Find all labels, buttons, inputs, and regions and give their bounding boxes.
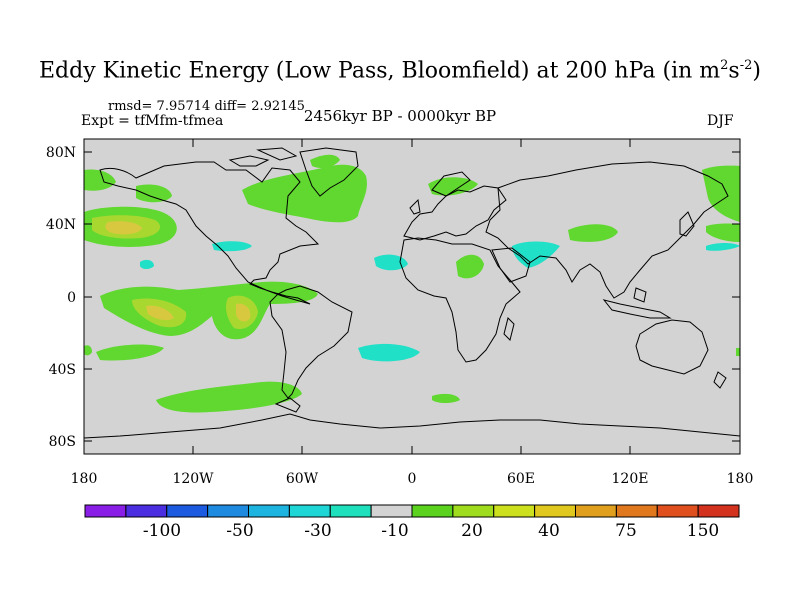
- colorbar-swatch: [370, 504, 413, 518]
- coast-asia: [485, 161, 729, 299]
- contour-green-east-edge: [702, 165, 740, 222]
- contour-green-south-pacific: [96, 344, 164, 361]
- contour-yellow-tropical-pacific-east: [236, 303, 251, 322]
- contour-teal-pacific-edge: [140, 259, 154, 269]
- contour-yellow-tropical-pacific-west: [146, 305, 174, 321]
- coast-canadian-islands: [228, 147, 298, 167]
- stats-label: rmsd= 7.95714 diff= 2.92145: [108, 99, 305, 114]
- contour-green-south-indian: [736, 348, 740, 356]
- coast-greenland: [299, 147, 359, 197]
- contour-green-north-pacific-west: [706, 223, 740, 242]
- colorbar-swatch: [575, 504, 617, 518]
- coastlines: [83, 147, 741, 439]
- coast-north-america: [99, 161, 320, 305]
- lon-tick-label: 60E: [507, 471, 535, 487]
- lon-tick-label: 120E: [612, 471, 649, 487]
- lat-ticks: [84, 151, 740, 442]
- colorbar-swatch: [125, 504, 168, 518]
- lon-tick-label: 180: [727, 471, 754, 487]
- colorbar-swatch: [452, 504, 495, 518]
- lat-tick-label: 40S: [49, 362, 76, 378]
- colorbar-swatch: [207, 504, 250, 518]
- coast-antarctica: [83, 413, 741, 439]
- colorbar-label: -100: [143, 521, 181, 541]
- lat-tick-label: 80N: [46, 145, 76, 161]
- plot-title: Eddy Kinetic Energy (Low Pass, Bloomfiel…: [39, 58, 761, 84]
- contour-green-tropical-pacific: [100, 281, 318, 340]
- coast-south-america: [269, 285, 353, 399]
- lon-tick-label: 0: [408, 471, 417, 487]
- contour-green-alaska: [84, 169, 116, 191]
- colorbar-label: 150: [687, 521, 719, 541]
- colorbar-swatch: [329, 504, 372, 518]
- colorbar-label: 40: [538, 521, 560, 541]
- coast-arabia: [491, 247, 531, 283]
- coast-africa: [399, 237, 521, 363]
- contour-green-south-pacific-west: [84, 345, 92, 356]
- contour-teal-north-america: [212, 241, 252, 252]
- colorbar-swatch: [493, 504, 536, 518]
- coast-scandinavia: [431, 171, 471, 197]
- coast-new-zealand: [713, 371, 727, 389]
- experiment-label: Expt = tfMfm-tfmea: [81, 113, 224, 129]
- contour-yellow-north-pacific: [105, 221, 142, 235]
- colorbar-label: -30: [304, 521, 331, 541]
- contour-green-south-atlantic: [432, 393, 460, 403]
- contour-teal-indian-ocean: [358, 343, 420, 362]
- colorbar-swatch: [166, 504, 209, 518]
- period-label: 2456kyr BP - 0000kyr BP: [303, 107, 497, 125]
- coast-australia: [635, 319, 709, 375]
- colorbar-swatch: [84, 504, 127, 518]
- contour-green-africa: [456, 254, 484, 279]
- lon-tick-label: 120W: [172, 471, 214, 487]
- lon-tick-label: 180: [71, 471, 98, 487]
- colorbar: [84, 504, 740, 518]
- lat-tick-label: 40N: [46, 217, 76, 233]
- contour-green-asia-jet: [568, 224, 618, 242]
- colorbar-swatch: [248, 504, 290, 518]
- coast-antarctic-peninsula: [274, 397, 301, 413]
- colorbar-swatch: [411, 504, 454, 518]
- contour-teal-atlantic: [374, 254, 408, 271]
- contour-teal-asia: [706, 243, 740, 251]
- season-label: DJF: [707, 113, 734, 129]
- contour-fills: [84, 154, 740, 413]
- colorbar-label: 20: [461, 521, 483, 541]
- colorbar-swatch: [656, 504, 699, 518]
- lon-ticks: [83, 139, 741, 454]
- coast-uk: [409, 198, 421, 215]
- colorbar-swatch: [615, 504, 658, 518]
- colorbar-swatch: [534, 504, 577, 518]
- lon-tick-label: 60W: [286, 471, 319, 487]
- coast-indonesia: [602, 287, 672, 319]
- coast-europe: [403, 185, 507, 241]
- colorbar-swatch: [697, 504, 740, 518]
- lat-tick-label: 80S: [49, 434, 76, 450]
- coast-japan: [679, 211, 695, 237]
- contour-green-southern-ocean: [156, 381, 302, 413]
- coast-madagascar: [503, 317, 515, 341]
- contour-green-nw-atlantic: [310, 154, 340, 168]
- colorbar-label: -10: [381, 521, 408, 541]
- contour-teal-middle-east: [512, 241, 560, 268]
- colorbar-labels: -100 -50 -30 -10 20 40 75 150: [143, 521, 719, 541]
- contour-green-north-atlantic: [242, 164, 367, 223]
- colorbar-label: 75: [615, 521, 637, 541]
- colorbar-label: -50: [226, 521, 253, 541]
- contour-green-bering: [136, 184, 172, 203]
- lat-tick-label: 0: [67, 290, 76, 306]
- colorbar-swatch: [288, 504, 331, 518]
